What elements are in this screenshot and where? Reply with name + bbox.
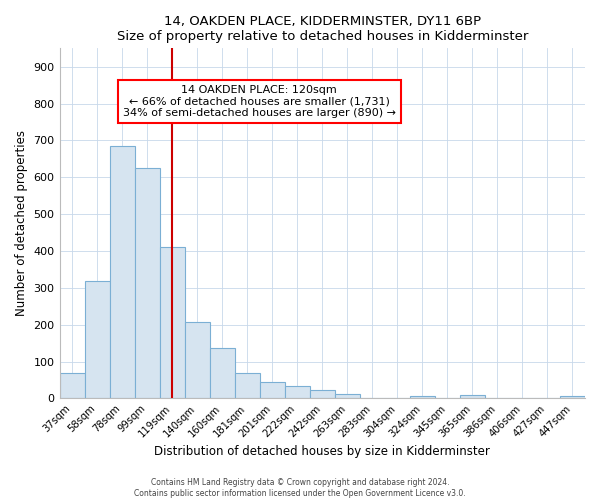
Text: 14 OAKDEN PLACE: 120sqm
← 66% of detached houses are smaller (1,731)
34% of semi: 14 OAKDEN PLACE: 120sqm ← 66% of detache… xyxy=(123,85,396,118)
Bar xyxy=(460,395,485,398)
Bar xyxy=(260,382,285,398)
Text: Contains HM Land Registry data © Crown copyright and database right 2024.
Contai: Contains HM Land Registry data © Crown c… xyxy=(134,478,466,498)
Bar xyxy=(110,146,134,399)
Bar xyxy=(235,374,260,398)
Bar xyxy=(285,386,310,398)
Bar xyxy=(160,248,185,398)
Title: 14, OAKDEN PLACE, KIDDERMINSTER, DY11 6BP
Size of property relative to detached : 14, OAKDEN PLACE, KIDDERMINSTER, DY11 6B… xyxy=(116,15,528,43)
Bar xyxy=(59,372,85,398)
Bar xyxy=(85,280,110,398)
Bar xyxy=(410,396,435,398)
Bar xyxy=(134,168,160,398)
Bar xyxy=(310,390,335,398)
Bar xyxy=(209,348,235,399)
Bar xyxy=(335,394,360,398)
Bar xyxy=(185,322,209,398)
X-axis label: Distribution of detached houses by size in Kidderminster: Distribution of detached houses by size … xyxy=(154,444,490,458)
Bar xyxy=(560,396,585,398)
Y-axis label: Number of detached properties: Number of detached properties xyxy=(15,130,28,316)
